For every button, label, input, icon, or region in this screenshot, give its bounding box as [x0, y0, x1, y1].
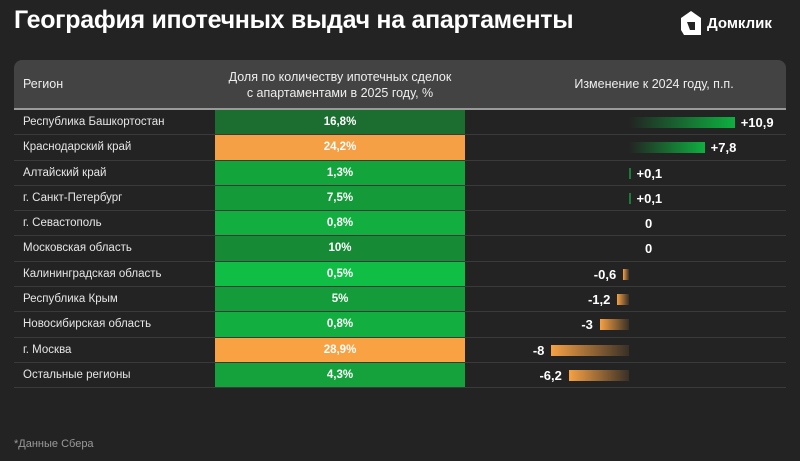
table-row: Республика Крым 5% -1,2 [14, 287, 786, 313]
region-name: Республика Крым [23, 293, 118, 306]
share-cell: 0,8% [215, 312, 465, 337]
region-name: г. Москва [23, 343, 72, 356]
table-row: Московская область 10% 0 [14, 236, 786, 262]
table-row: Алтайский край 1,3% +0,1 [14, 160, 786, 186]
region-name: Краснодарский край [23, 141, 132, 154]
table-row: Калининградская область 0,5% -0,6 [14, 261, 786, 288]
share-cell: 4,3% [215, 362, 465, 388]
change-label: 0 [645, 241, 653, 257]
table-row: Остальные регионы 4,3% -6,2 [14, 362, 786, 389]
header-share-line1: Доля по количеству ипотечных сделок [228, 70, 452, 84]
change-label: -8 [532, 342, 545, 358]
table-row: Краснодарский край 24,2% +7,8 [14, 135, 786, 161]
table-row: г. Санкт-Петербург 7,5% +0,1 [14, 185, 786, 212]
share-cell: 0,5% [215, 261, 465, 287]
table-row: Новосибирская область 0,8% -3 [14, 312, 786, 338]
region-name: Московская область [23, 242, 132, 255]
share-cell: 1,3% [215, 160, 465, 185]
header-share-line2: с апартаментами в 2025 году, % [246, 86, 434, 100]
region-name: Новосибирская область [23, 318, 152, 331]
negative-bar [551, 344, 629, 356]
share-cell: 24,2% [215, 135, 465, 160]
table-header: Регион Доля по количеству ипотечных сдел… [14, 60, 786, 110]
change-label: -3 [581, 317, 593, 333]
share-cell: 7,5% [215, 185, 465, 211]
header-share: Доля по количеству ипотечных сделок с ап… [215, 69, 465, 101]
positive-bar [629, 117, 735, 128]
change-label: 0 [645, 216, 653, 232]
negative-bar [623, 268, 629, 280]
brand-name: Домклик [707, 14, 772, 32]
change-label: +7,8 [710, 140, 737, 156]
change-label: +10,9 [740, 115, 774, 130]
region-name: г. Санкт-Петербург [23, 191, 123, 204]
change-label: -6,2 [539, 367, 562, 383]
region-name: Остальные регионы [23, 368, 131, 381]
table-row: Республика Башкортостан 16,8% +10,9 [14, 110, 786, 136]
header-region: Регион [23, 77, 64, 91]
header-change: Изменение к 2024 году, п.п. [574, 77, 734, 91]
share-cell: 0,8% [215, 211, 465, 236]
page-title: География ипотечных выдач на апартаменты [14, 6, 574, 34]
change-label: -0,6 [593, 266, 617, 282]
negative-bar [617, 294, 629, 306]
share-cell: 10% [215, 236, 465, 261]
region-name: Калининградская область [23, 267, 162, 280]
house-logo-icon [681, 11, 701, 35]
change-label: -1,2 [587, 292, 611, 308]
positive-bar [629, 192, 631, 204]
brand-logo: Домклик [680, 10, 772, 36]
share-cell: 16,8% [215, 110, 465, 135]
change-label: +0,1 [636, 190, 663, 206]
share-cell: 28,9% [215, 337, 465, 362]
table-row: г. Москва 28,9% -8 [14, 337, 786, 363]
change-label: +0,1 [636, 165, 663, 181]
data-table: Регион Доля по количеству ипотечных сдел… [14, 60, 786, 389]
footnote: *Данные Сбера [14, 438, 94, 450]
positive-bar [629, 142, 705, 154]
table-row: г. Севастополь 0,8% 0 [14, 211, 786, 237]
negative-bar [568, 369, 629, 381]
share-cell: 5% [215, 287, 465, 312]
region-name: Алтайский край [23, 166, 107, 179]
positive-bar [629, 167, 631, 179]
negative-bar [599, 319, 629, 331]
region-name: г. Севастополь [23, 217, 102, 230]
region-name: Республика Башкортостан [23, 116, 165, 128]
